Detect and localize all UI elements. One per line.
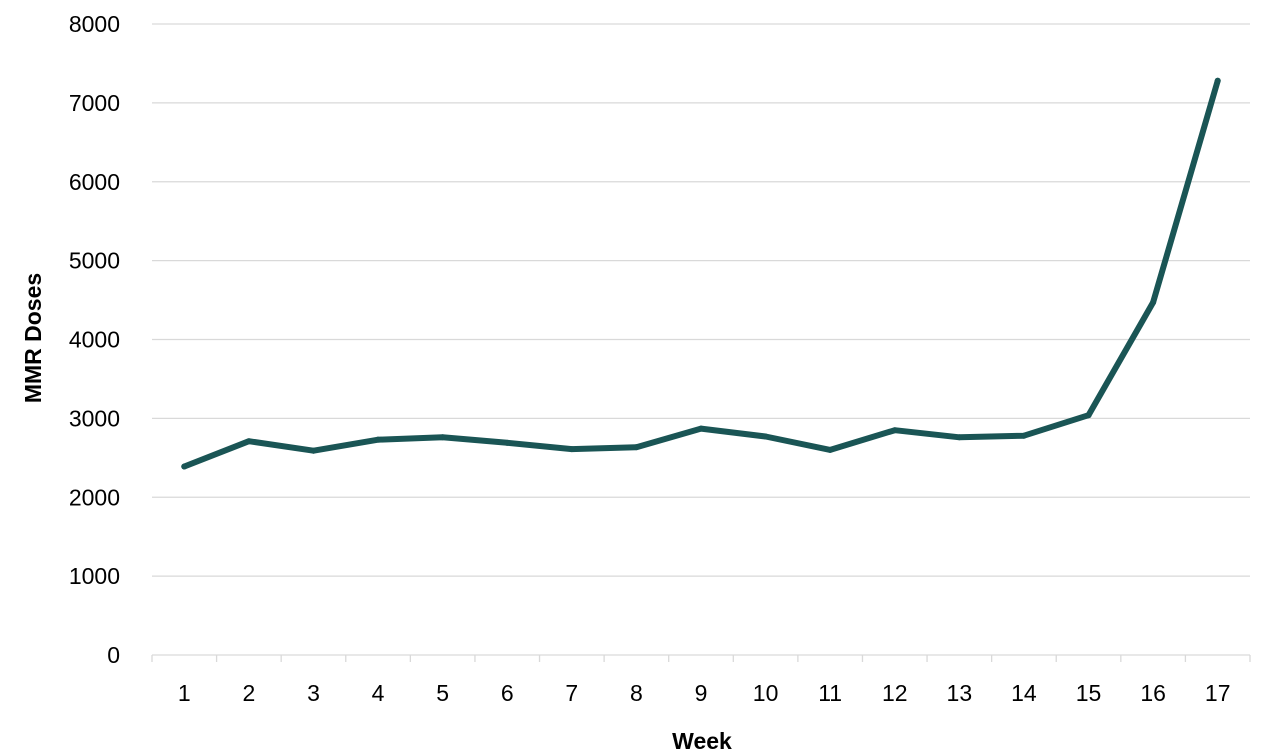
y-axis-title: MMR Doses	[20, 273, 46, 403]
x-tick-label: 11	[818, 680, 842, 706]
data-point	[439, 434, 446, 441]
gridlines	[152, 23, 1250, 577]
data-point	[891, 427, 898, 434]
x-axis-ticks: 1 2 3 4 5 6 7 8 9 10 11 12 13 14 15 16 17	[178, 680, 1231, 706]
x-tick-label: 13	[947, 680, 973, 706]
y-tick-label: 7000	[69, 90, 120, 116]
y-axis-ticks: 0 1000 2000 3000 4000 5000 6000 7000 8000	[69, 11, 120, 668]
x-tick-label: 10	[753, 680, 779, 706]
x-tick-label: 7	[565, 680, 578, 706]
x-tick-label: 16	[1140, 680, 1166, 706]
data-point	[1214, 77, 1221, 84]
x-axis	[151, 654, 1251, 662]
x-tick-label: 5	[436, 680, 449, 706]
x-tick-label: 17	[1205, 680, 1231, 706]
data-point	[375, 436, 382, 443]
data-point	[181, 463, 188, 470]
data-point	[956, 434, 963, 441]
x-tick-label: 9	[695, 680, 708, 706]
y-tick-label: 2000	[69, 484, 120, 510]
data-point	[568, 446, 575, 453]
x-tick-label: 14	[1011, 680, 1037, 706]
x-tick-label: 8	[630, 680, 643, 706]
y-tick-label: 4000	[69, 327, 120, 353]
data-point	[827, 446, 834, 453]
x-tick-label: 4	[372, 680, 385, 706]
y-tick-label: 6000	[69, 169, 120, 195]
data-point	[698, 425, 704, 432]
y-tick-label: 1000	[69, 563, 120, 589]
y-tick-label: 5000	[69, 248, 120, 274]
data-point	[633, 444, 640, 451]
x-tick-label: 12	[882, 680, 908, 706]
x-tick-label: 15	[1076, 680, 1102, 706]
x-tick-label: 1	[178, 680, 191, 706]
y-tick-label: 3000	[69, 405, 120, 431]
data-point	[1085, 412, 1092, 419]
y-tick-label: 0	[107, 642, 120, 668]
data-point	[504, 439, 511, 446]
x-tick-label: 3	[307, 680, 320, 706]
data-point	[1020, 432, 1027, 439]
y-tick-label: 8000	[69, 11, 120, 37]
series-line	[181, 77, 1221, 470]
x-tick-label: 6	[501, 680, 514, 706]
data-point	[245, 438, 252, 445]
x-axis-title: Week	[672, 728, 732, 754]
x-tick-label: 2	[242, 680, 255, 706]
data-point	[762, 433, 769, 440]
series-layer	[181, 77, 1221, 470]
data-point	[1150, 299, 1157, 306]
data-point	[310, 447, 317, 454]
